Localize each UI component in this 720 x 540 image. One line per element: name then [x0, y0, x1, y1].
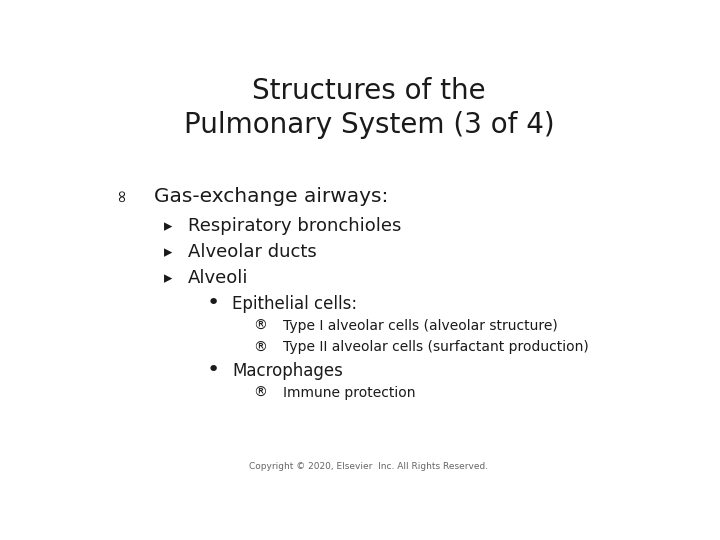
Text: Alveolar ducts: Alveolar ducts	[188, 243, 316, 261]
Text: Type II alveolar cells (surfactant production): Type II alveolar cells (surfactant produ…	[282, 341, 588, 354]
Text: Gas-exchange airways:: Gas-exchange airways:	[154, 187, 389, 206]
Text: •: •	[206, 360, 220, 380]
Text: Copyright © 2020, Elsevier  Inc. All Rights Reserved.: Copyright © 2020, Elsevier Inc. All Righ…	[249, 462, 489, 471]
Text: ∞: ∞	[112, 187, 130, 202]
Text: Alveoli: Alveoli	[188, 269, 248, 287]
Text: Structures of the
Pulmonary System (3 of 4): Structures of the Pulmonary System (3 of…	[184, 77, 554, 139]
Text: Immune protection: Immune protection	[282, 386, 415, 400]
Text: ▸: ▸	[164, 218, 172, 235]
Text: Type I alveolar cells (alveolar structure): Type I alveolar cells (alveolar structur…	[282, 319, 557, 333]
Text: Epithelial cells:: Epithelial cells:	[233, 295, 357, 313]
Text: Macrophages: Macrophages	[233, 362, 343, 380]
Text: Respiratory bronchioles: Respiratory bronchioles	[188, 218, 401, 235]
Text: ▸: ▸	[164, 269, 172, 287]
Text: ▸: ▸	[164, 243, 172, 261]
Text: ®: ®	[253, 319, 267, 333]
Text: •: •	[206, 293, 220, 313]
Text: ®: ®	[253, 386, 267, 400]
Text: ®: ®	[253, 341, 267, 354]
